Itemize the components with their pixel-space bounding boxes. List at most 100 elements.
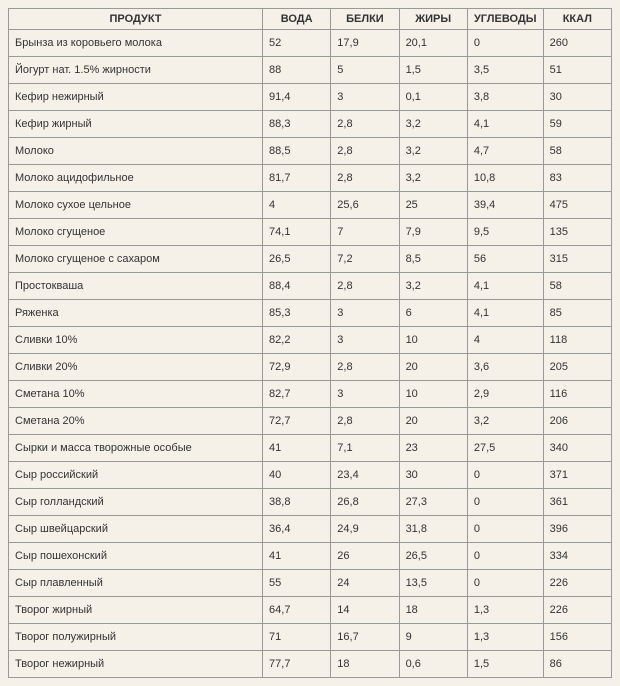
table-cell: 156 bbox=[543, 624, 611, 651]
table-row: Йогурт нат. 1.5% жирности8851,53,551 bbox=[9, 57, 612, 84]
table-cell: 25,6 bbox=[331, 192, 399, 219]
table-cell: 30 bbox=[543, 84, 611, 111]
table-cell: 2,8 bbox=[331, 138, 399, 165]
table-cell: 7 bbox=[331, 219, 399, 246]
table-cell: 0 bbox=[467, 543, 543, 570]
table-cell: 18 bbox=[399, 597, 467, 624]
table-row: Сыр голландский38,826,827,30361 bbox=[9, 489, 612, 516]
table-cell: Сыр пошехонский bbox=[9, 543, 263, 570]
table-cell: 9,5 bbox=[467, 219, 543, 246]
table-cell: 340 bbox=[543, 435, 611, 462]
table-cell: 26,5 bbox=[399, 543, 467, 570]
table-cell: 3 bbox=[331, 327, 399, 354]
table-cell: 82,7 bbox=[263, 381, 331, 408]
table-cell: 260 bbox=[543, 30, 611, 57]
table-cell: Кефир нежирный bbox=[9, 84, 263, 111]
table-row: Творог жирный64,714181,3226 bbox=[9, 597, 612, 624]
header-water: ВОДА bbox=[263, 9, 331, 30]
table-cell: 0,6 bbox=[399, 651, 467, 678]
table-row: Молоко сгущеное с сахаром26,57,28,556315 bbox=[9, 246, 612, 273]
table-cell: 8,5 bbox=[399, 246, 467, 273]
table-cell: 26,8 bbox=[331, 489, 399, 516]
table-cell: Йогурт нат. 1.5% жирности bbox=[9, 57, 263, 84]
table-cell: Творог полужирный bbox=[9, 624, 263, 651]
table-cell: 31,8 bbox=[399, 516, 467, 543]
table-cell: 3 bbox=[331, 381, 399, 408]
table-cell: 0 bbox=[467, 462, 543, 489]
table-cell: Сыр швейцарский bbox=[9, 516, 263, 543]
table-cell: 88,4 bbox=[263, 273, 331, 300]
table-cell: 6 bbox=[399, 300, 467, 327]
table-cell: 51 bbox=[543, 57, 611, 84]
table-row: Кефир нежирный91,430,13,830 bbox=[9, 84, 612, 111]
table-row: Сыр пошехонский412626,50334 bbox=[9, 543, 612, 570]
table-row: Творог полужирный7116,791,3156 bbox=[9, 624, 612, 651]
table-cell: Сливки 20% bbox=[9, 354, 263, 381]
table-row: Сырки и масса творожные особые417,12327,… bbox=[9, 435, 612, 462]
table-cell: 315 bbox=[543, 246, 611, 273]
table-cell: 14 bbox=[331, 597, 399, 624]
table-row: Творог нежирный77,7180,61,586 bbox=[9, 651, 612, 678]
table-cell: 10 bbox=[399, 327, 467, 354]
table-cell: 3,2 bbox=[399, 273, 467, 300]
table-row: Ряженка85,3364,185 bbox=[9, 300, 612, 327]
table-row: Кефир жирный88,32,83,24,159 bbox=[9, 111, 612, 138]
table-cell: 361 bbox=[543, 489, 611, 516]
table-cell: 3,2 bbox=[399, 165, 467, 192]
table-cell: 371 bbox=[543, 462, 611, 489]
table-cell: 71 bbox=[263, 624, 331, 651]
table-cell: 72,9 bbox=[263, 354, 331, 381]
table-cell: 83 bbox=[543, 165, 611, 192]
table-row: Сыр швейцарский36,424,931,80396 bbox=[9, 516, 612, 543]
table-row: Сметана 20%72,72,8203,2206 bbox=[9, 408, 612, 435]
table-cell: 86 bbox=[543, 651, 611, 678]
table-cell: 3 bbox=[331, 84, 399, 111]
table-cell: 0 bbox=[467, 516, 543, 543]
table-cell: 2,8 bbox=[331, 111, 399, 138]
table-cell: 0,1 bbox=[399, 84, 467, 111]
table-cell: Молоко ацидофильное bbox=[9, 165, 263, 192]
table-cell: 30 bbox=[399, 462, 467, 489]
table-cell: 2,8 bbox=[331, 165, 399, 192]
table-cell: 20,1 bbox=[399, 30, 467, 57]
table-cell: 26,5 bbox=[263, 246, 331, 273]
table-cell: 0 bbox=[467, 30, 543, 57]
table-cell: Сыр российский bbox=[9, 462, 263, 489]
table-cell: 39,4 bbox=[467, 192, 543, 219]
table-cell: 4,1 bbox=[467, 300, 543, 327]
header-protein: БЕЛКИ bbox=[331, 9, 399, 30]
table-cell: 59 bbox=[543, 111, 611, 138]
table-cell: 1,5 bbox=[399, 57, 467, 84]
table-cell: 475 bbox=[543, 192, 611, 219]
header-fat: ЖИРЫ bbox=[399, 9, 467, 30]
table-cell: 3,2 bbox=[399, 111, 467, 138]
table-cell: 55 bbox=[263, 570, 331, 597]
table-cell: Кефир жирный bbox=[9, 111, 263, 138]
table-cell: Творог жирный bbox=[9, 597, 263, 624]
table-cell: 3,2 bbox=[399, 138, 467, 165]
table-row: Молоко88,52,83,24,758 bbox=[9, 138, 612, 165]
table-cell: 2,8 bbox=[331, 273, 399, 300]
table-cell: 41 bbox=[263, 435, 331, 462]
table-cell: 23,4 bbox=[331, 462, 399, 489]
table-cell: 3,2 bbox=[467, 408, 543, 435]
table-cell: 2,8 bbox=[331, 354, 399, 381]
table-row: Сыр российский4023,4300371 bbox=[9, 462, 612, 489]
table-cell: 5 bbox=[331, 57, 399, 84]
table-cell: 88,5 bbox=[263, 138, 331, 165]
table-cell: Брынза из коровьего молока bbox=[9, 30, 263, 57]
table-row: Молоко сгущеное74,177,99,5135 bbox=[9, 219, 612, 246]
table-body: Брынза из коровьего молока5217,920,10260… bbox=[9, 30, 612, 678]
table-cell: 226 bbox=[543, 597, 611, 624]
table-cell: 10 bbox=[399, 381, 467, 408]
table-cell: 2,8 bbox=[331, 408, 399, 435]
table-cell: Творог нежирный bbox=[9, 651, 263, 678]
table-cell: Сметана 10% bbox=[9, 381, 263, 408]
table-cell: 396 bbox=[543, 516, 611, 543]
table-cell: 20 bbox=[399, 408, 467, 435]
table-row: Сливки 20%72,92,8203,6205 bbox=[9, 354, 612, 381]
table-cell: 23 bbox=[399, 435, 467, 462]
table-cell: 4 bbox=[467, 327, 543, 354]
table-cell: 58 bbox=[543, 138, 611, 165]
table-cell: 118 bbox=[543, 327, 611, 354]
